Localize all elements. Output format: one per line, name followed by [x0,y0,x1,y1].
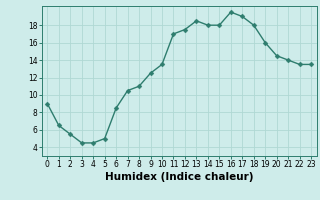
X-axis label: Humidex (Indice chaleur): Humidex (Indice chaleur) [105,172,253,182]
